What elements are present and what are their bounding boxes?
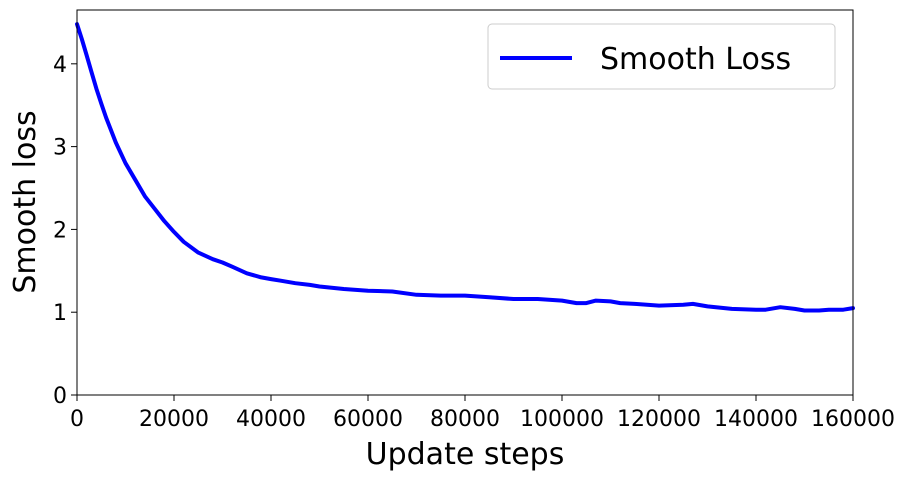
x-tick-label: 60000 xyxy=(333,407,403,432)
x-tick-label: 140000 xyxy=(714,407,798,432)
y-tick-label: 3 xyxy=(53,136,67,161)
x-tick-label: 80000 xyxy=(430,407,500,432)
y-axis-title: Smooth loss xyxy=(8,110,43,293)
legend-box xyxy=(487,23,836,90)
plot-frame xyxy=(76,9,854,396)
x-tick-label: 120000 xyxy=(617,407,701,432)
y-tick-label: 4 xyxy=(53,53,67,78)
x-axis-ticks: 0 20000 40000 60000 80000 100000 120000 140000 1… xyxy=(70,395,895,432)
y-axis-ticks: 0 1 2 3 4 xyxy=(53,53,77,409)
x-tick-label: 160000 xyxy=(811,407,895,432)
y-tick-label: 2 xyxy=(53,218,67,243)
series-layer xyxy=(75,22,855,313)
x-tick-label: 20000 xyxy=(139,407,209,432)
legend: Smooth Loss xyxy=(487,23,836,90)
y-tick-label: 0 xyxy=(53,384,67,409)
series-line-smooth-loss xyxy=(75,22,855,313)
y-tick-label: 1 xyxy=(53,301,67,326)
x-tick-label: 100000 xyxy=(520,407,604,432)
x-tick-label: 0 xyxy=(70,407,84,432)
legend-label-smooth-loss: Smooth Loss xyxy=(600,42,791,77)
x-axis-title: Update steps xyxy=(366,437,565,472)
x-tick-label: 40000 xyxy=(236,407,306,432)
